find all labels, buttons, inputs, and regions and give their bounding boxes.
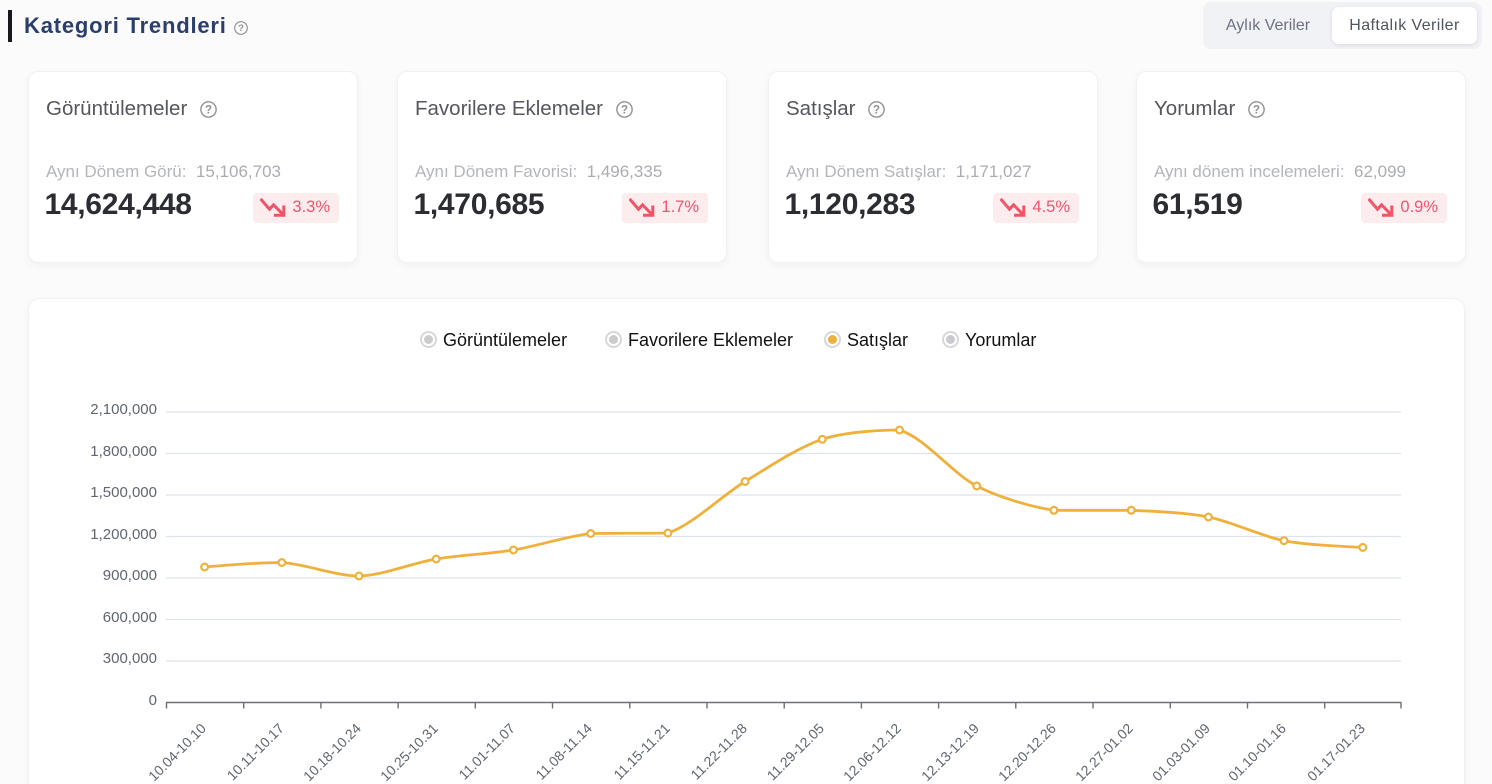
svg-text:?: ? xyxy=(873,104,880,116)
svg-text:?: ? xyxy=(621,104,628,116)
svg-text:?: ? xyxy=(238,23,244,34)
svg-text:?: ? xyxy=(1253,104,1260,116)
svg-text:?: ? xyxy=(205,104,212,116)
